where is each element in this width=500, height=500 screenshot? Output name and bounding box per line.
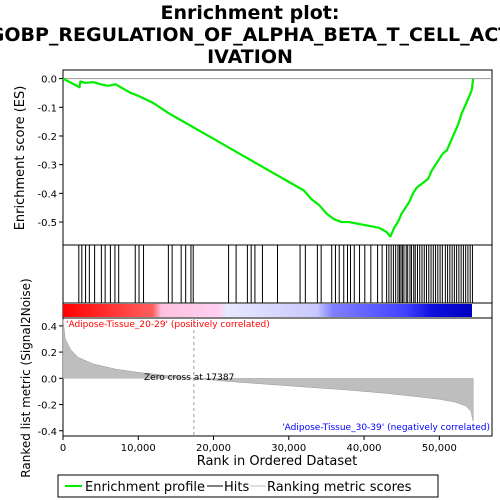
positive-correlation-label: 'Adipose-Tissue_20-29' (positively corre… — [66, 320, 270, 330]
x-tick-label: 20,000 — [196, 443, 231, 454]
es-y-axis-label: Enrichment score (ES) — [13, 86, 28, 231]
chart-title-line-3: IVATION — [207, 46, 293, 68]
chart-title-line-2: GOBP_REGULATION_OF_ALPHA_BETA_T_CELL_ACT — [0, 24, 500, 46]
enrichment-profile — [62, 77, 475, 238]
metric-tick-label: -0.2 — [37, 401, 57, 412]
legend-metric-label: Ranking metric scores — [267, 480, 412, 495]
legend-hits-label: Hits — [224, 480, 249, 495]
legend-box — [57, 474, 439, 498]
x-tick-label: 50,000 — [422, 443, 457, 454]
es-tick-label: -0.3 — [37, 161, 57, 172]
x-tick-label: 0 — [60, 443, 66, 454]
metric-tick-label: 0.0 — [41, 374, 57, 385]
es-tick-label: -0.4 — [37, 189, 57, 200]
es-y-axis: 0.0 -0.1 -0.2 -0.3 -0.4 -0.5 — [37, 75, 492, 229]
metric-area-shape — [62, 319, 474, 422]
legend-es-label: Enrichment profile — [85, 480, 205, 495]
metric-tick-label: -0.4 — [37, 427, 57, 438]
x-axis: 0 10,000 20,000 30,000 40,000 50,000 — [60, 436, 457, 454]
x-tick-label: 40,000 — [347, 443, 382, 454]
x-tick-label: 10,000 — [121, 443, 156, 454]
es-tick-label: -0.5 — [37, 218, 57, 229]
metric-y-axis: 0.4 0.2 0.0 -0.2 -0.4 — [37, 322, 63, 438]
zero-cross-label: Zero cross at 17387 — [144, 373, 234, 383]
es-panel-frame — [62, 69, 493, 246]
es-tick-label: -0.1 — [37, 103, 57, 114]
metric-y-axis-label: Ranked list metric (Signal2Noise) — [19, 278, 33, 477]
x-axis-label: Rank in Ordered Dataset — [197, 454, 358, 469]
x-tick-label: 30,000 — [271, 443, 306, 454]
chart-title-line-1: Enrichment plot: — [161, 2, 340, 24]
es-series-line — [62, 77, 475, 238]
hit-markers — [78, 245, 473, 303]
metric-tick-label: 0.2 — [41, 348, 57, 359]
ranking-metric-area — [62, 318, 474, 436]
negative-correlation-label: 'Adipose-Tissue_30-39' (negatively corre… — [282, 423, 490, 433]
ranked-list-colorbar — [63, 304, 472, 317]
es-tick-label: -0.2 — [37, 132, 57, 143]
metric-tick-label: 0.4 — [41, 322, 57, 333]
es-tick-label: 0.0 — [41, 75, 57, 86]
